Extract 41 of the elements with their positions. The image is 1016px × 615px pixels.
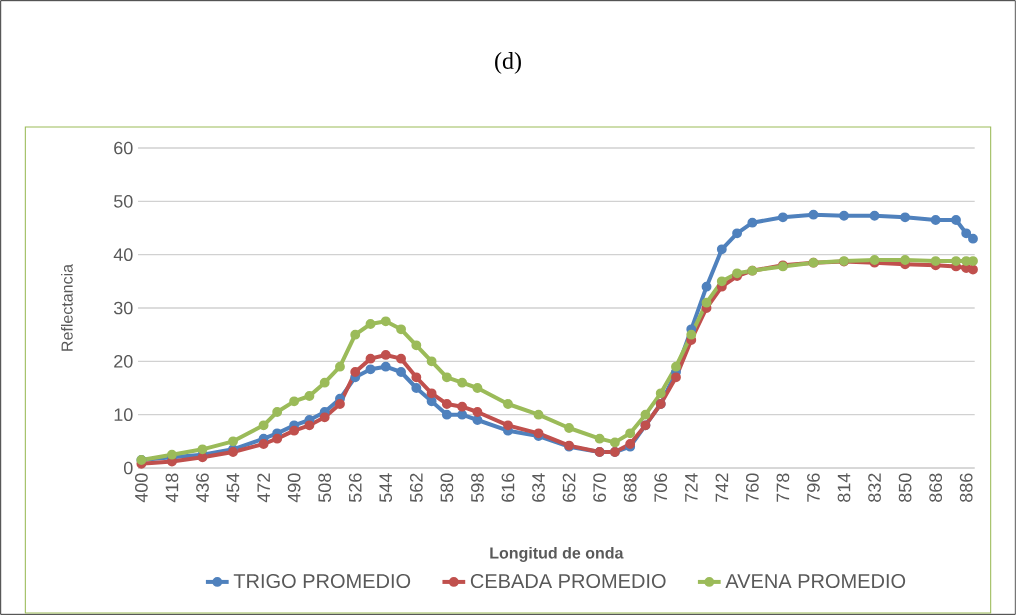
x-tick-label: 544 bbox=[379, 473, 393, 503]
y-tick-label: 40 bbox=[113, 248, 133, 262]
x-tick-label: 814 bbox=[837, 473, 851, 502]
x-tick-label: 724 bbox=[684, 473, 698, 502]
y-tick-label: 60 bbox=[114, 141, 133, 155]
chart-title: (d) bbox=[495, 52, 521, 74]
y-axis-title: Reflectancia bbox=[61, 264, 73, 351]
x-tick-label: 580 bbox=[440, 473, 454, 503]
x-tick-label: 886 bbox=[959, 473, 973, 502]
x-tick-label: 436 bbox=[196, 473, 209, 503]
x-tick-label: 490 bbox=[287, 473, 301, 503]
x-tick-label: 652 bbox=[562, 473, 576, 502]
x-axis-title: Longitud de onda bbox=[490, 546, 624, 562]
x-tick-label: 616 bbox=[501, 473, 515, 502]
x-tick-label: 850 bbox=[898, 473, 912, 502]
x-tick-label: 868 bbox=[929, 473, 943, 502]
x-tick-label: 508 bbox=[318, 473, 332, 503]
y-tick-label: 10 bbox=[114, 408, 133, 422]
x-tick-label: 454 bbox=[226, 473, 240, 503]
y-tick-label: 50 bbox=[113, 194, 133, 208]
legend-label: CEBADA PROMEDIO bbox=[470, 573, 666, 589]
legend-label: TRIGO PROMEDIO bbox=[233, 573, 411, 589]
legend-label: AVENA PROMEDIO bbox=[725, 573, 906, 589]
x-tick-label: 526 bbox=[348, 473, 362, 503]
x-tick-label: 796 bbox=[807, 473, 820, 502]
x-tick-label: 562 bbox=[409, 473, 423, 503]
x-tick-label: 760 bbox=[745, 473, 759, 502]
x-tick-label: 742 bbox=[715, 473, 729, 502]
y-tick-label: 30 bbox=[113, 301, 133, 315]
y-tick-label: 0 bbox=[124, 461, 133, 475]
x-tick-label: 832 bbox=[868, 473, 881, 502]
x-tick-label: 706 bbox=[654, 473, 668, 502]
x-tick-label: 472 bbox=[257, 473, 270, 503]
x-tick-label: 418 bbox=[165, 473, 179, 503]
y-tick-label: 20 bbox=[114, 354, 133, 368]
x-tick-label: 598 bbox=[471, 473, 484, 503]
x-tick-label: 400 bbox=[135, 473, 148, 503]
x-tick-label: 634 bbox=[532, 473, 545, 502]
x-tick-label: 778 bbox=[776, 473, 790, 502]
x-tick-label: 670 bbox=[593, 473, 606, 502]
x-tick-label: 688 bbox=[623, 473, 637, 502]
